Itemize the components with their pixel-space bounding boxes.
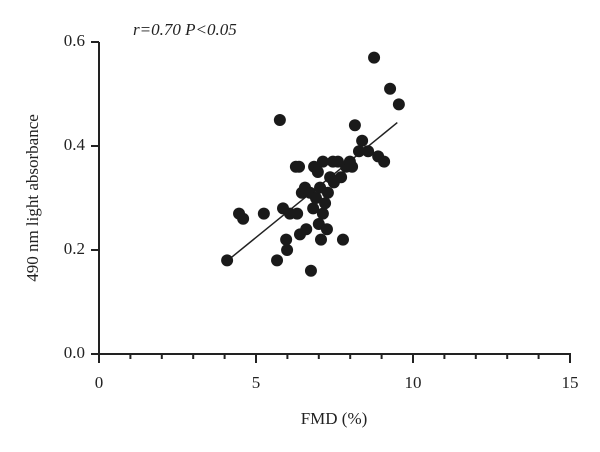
point: [362, 145, 375, 158]
point: [348, 119, 361, 132]
point: [280, 233, 293, 246]
point: [346, 160, 359, 173]
point: [300, 223, 313, 236]
point: [384, 82, 397, 95]
x-tick-label: 5: [252, 373, 261, 392]
point: [320, 223, 333, 236]
point: [221, 254, 234, 267]
point: [314, 233, 327, 246]
point: [336, 233, 349, 246]
point: [257, 207, 270, 220]
y-tick-label: 0.0: [64, 343, 85, 362]
y-tick-label: 0.4: [64, 135, 86, 154]
x-tick-label: 0: [95, 373, 104, 392]
point: [309, 192, 322, 204]
y-tick-label: 0.2: [64, 239, 85, 258]
point: [319, 197, 332, 210]
point: [392, 98, 405, 111]
point: [293, 160, 306, 173]
point: [271, 254, 284, 267]
point: [378, 155, 391, 168]
point: [321, 186, 334, 199]
point: [273, 114, 286, 126]
point: [356, 134, 369, 147]
x-tick-label: 10: [405, 373, 422, 392]
point: [237, 212, 250, 225]
point: [307, 202, 320, 215]
point: [352, 145, 365, 158]
point: [316, 155, 329, 168]
point: [335, 171, 348, 184]
point: [368, 51, 381, 64]
y-tick-label: 0.6: [64, 31, 85, 50]
point: [304, 264, 317, 277]
point: [291, 207, 304, 220]
x-axis-label: FMD (%): [301, 409, 368, 428]
point: [311, 166, 324, 178]
y-axis-label: 490 nm light absorbance: [23, 114, 42, 282]
point: [281, 244, 294, 256]
x-tick-label: 15: [562, 373, 579, 392]
point: [316, 207, 329, 220]
annotation: r=0.70 P<0.05: [133, 20, 237, 39]
